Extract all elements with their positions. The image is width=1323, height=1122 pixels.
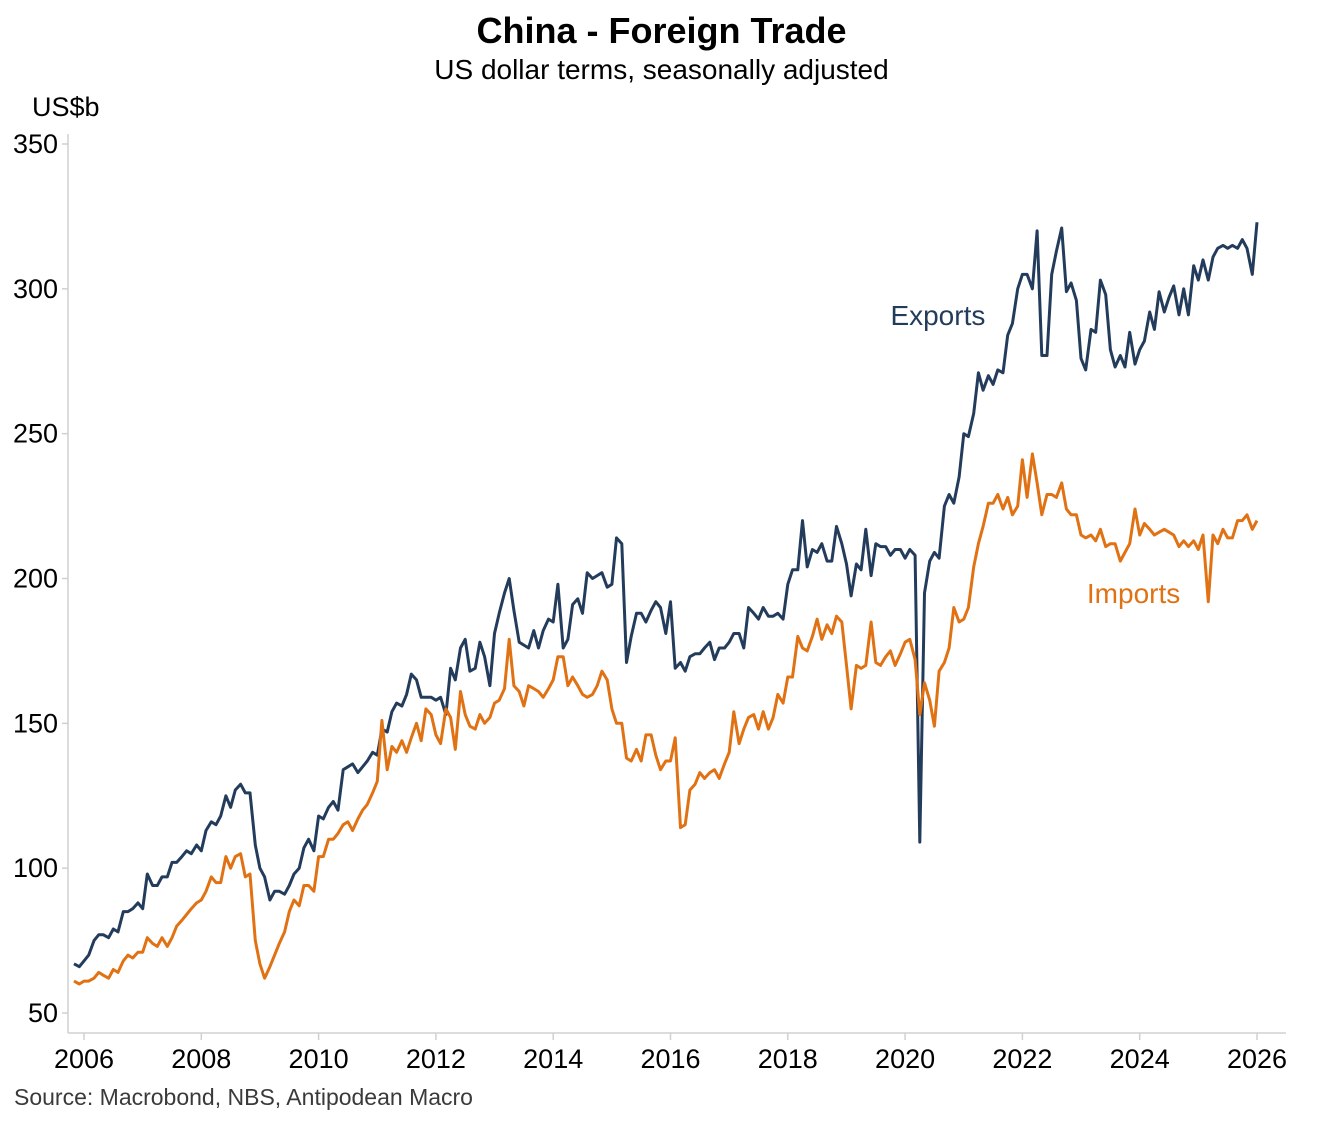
axes: 50 100 150 200 250 300 350 2006 2008 2010 2012 2014…	[13, 129, 1287, 1074]
x-tick-label: 2012	[406, 1044, 466, 1074]
series-layer	[73, 222, 1259, 986]
series-labels: Exports Imports	[890, 300, 1180, 609]
imports-series-label: Imports	[1087, 578, 1180, 609]
y-tick-label: 350	[13, 129, 58, 159]
x-tick-label: 2016	[640, 1044, 700, 1074]
x-tick-label: 2024	[1110, 1044, 1170, 1074]
y-tick-label: 100	[13, 853, 58, 883]
x-tick-label: 2022	[992, 1044, 1052, 1074]
y-tick-label: 300	[13, 274, 58, 304]
x-tick-label: 2006	[54, 1044, 114, 1074]
x-tick-label: 2018	[758, 1044, 818, 1074]
x-tick-label: 2026	[1227, 1044, 1287, 1074]
chart-subtitle: US dollar terms, seasonally adjusted	[434, 54, 889, 85]
x-tick-label: 2010	[289, 1044, 349, 1074]
source-note: Source: Macrobond, NBS, Antipodean Macro	[14, 1084, 473, 1110]
y-tick-label: 200	[13, 564, 58, 594]
x-tick-label: 2020	[875, 1044, 935, 1074]
y-axis-unit-label: US$b	[32, 92, 100, 122]
x-tick-label: 2014	[523, 1044, 583, 1074]
exports-line	[73, 222, 1259, 969]
exports-series-label: Exports	[890, 300, 985, 331]
y-tick-label: 50	[28, 998, 58, 1028]
x-tick-label: 2008	[171, 1044, 231, 1074]
chart-title: China - Foreign Trade	[476, 10, 847, 51]
imports-line	[73, 452, 1259, 986]
y-tick-label: 150	[13, 708, 58, 738]
y-tick-label: 250	[13, 419, 58, 449]
